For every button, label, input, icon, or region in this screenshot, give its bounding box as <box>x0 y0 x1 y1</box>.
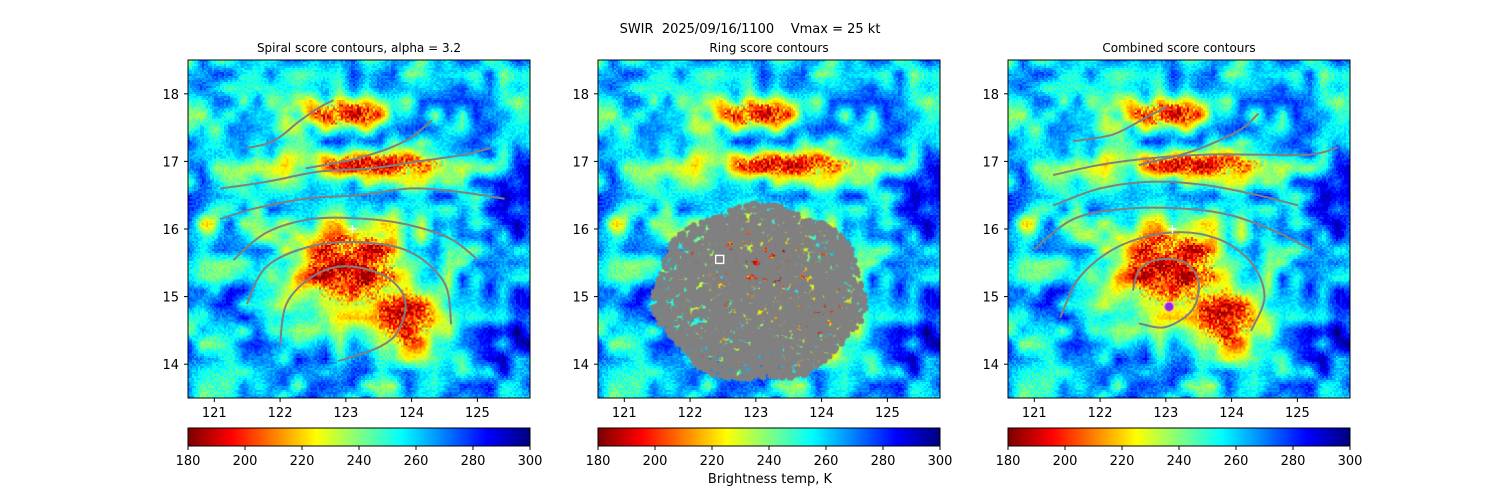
colorbar-2: 180 200 220 240 260 280 300 <box>586 427 953 469</box>
x-tick-label: 125 <box>875 406 900 421</box>
colorbar-1: 180 200 220 240 260 280 300 <box>176 427 543 469</box>
x-tick-label: 125 <box>465 406 490 421</box>
colorbar-gradient <box>188 428 530 446</box>
colorbar-3: 180 200 220 240 260 280 300 <box>996 427 1363 469</box>
colorbar-gradient <box>1008 428 1350 446</box>
y-tick-label: 15 <box>162 291 179 306</box>
colorbar-tick-label: 240 <box>1167 454 1192 469</box>
x-tick-label: 122 <box>1088 406 1113 421</box>
plus-marker <box>348 225 357 233</box>
score-contour <box>1053 180 1299 207</box>
score-contour <box>219 187 505 220</box>
y-tick-label: 18 <box>572 88 589 103</box>
colorbar-tick-label: 300 <box>928 454 953 469</box>
colorbar-tick-label: 300 <box>518 454 543 469</box>
panel-title: Ring score contours <box>709 41 828 55</box>
x-tick-label: 122 <box>678 406 703 421</box>
y-tick-label: 14 <box>572 358 589 373</box>
brightness-temperature-field <box>1008 60 1350 398</box>
score-contour <box>1072 106 1167 143</box>
ring-score-region <box>598 60 940 398</box>
colorbar-tick-label: 280 <box>1281 454 1306 469</box>
y-tick-label: 18 <box>982 88 999 103</box>
colorbar-tick-label: 200 <box>233 454 258 469</box>
colorbar-tick-label: 180 <box>996 454 1021 469</box>
colorbar-tick-label: 260 <box>1224 454 1249 469</box>
colorbar-tick-label: 200 <box>643 454 668 469</box>
panel-title: Spiral score contours, alpha = 3.2 <box>257 41 461 55</box>
colorbar-gradient <box>598 428 940 446</box>
colorbar-tick-label: 220 <box>290 454 315 469</box>
colorbar-tick-label: 280 <box>461 454 486 469</box>
y-tick-label: 18 <box>162 88 179 103</box>
score-contour <box>1059 231 1266 332</box>
colorbar-tick-label: 220 <box>1110 454 1135 469</box>
x-tick-label: 121 <box>1022 406 1047 421</box>
colorbar-tick-label: 180 <box>176 454 201 469</box>
square-marker <box>714 254 725 265</box>
circle-marker <box>1164 301 1175 312</box>
y-tick-label: 16 <box>162 223 179 238</box>
colorbar-tick-label: 220 <box>700 454 725 469</box>
panel-title: Combined score contours <box>1102 41 1255 55</box>
score-contour <box>246 99 334 149</box>
panel-1: Spiral score contours, alpha = 3.2 121 122… <box>162 41 531 421</box>
y-tick-label: 15 <box>572 291 589 306</box>
x-tick-label: 121 <box>202 406 227 421</box>
panel-2: Ring score contours 121 122 123 124 125 14 15 16… <box>572 41 941 421</box>
colorbar-tick-label: 240 <box>757 454 782 469</box>
score-contour <box>1053 146 1338 176</box>
score-contour <box>1132 257 1200 329</box>
x-tick-label: 124 <box>1219 406 1244 421</box>
score-contour <box>246 241 453 325</box>
y-tick-label: 16 <box>982 223 999 238</box>
colorbar-tick-label: 280 <box>871 454 896 469</box>
colorbar-tick-label: 200 <box>1053 454 1078 469</box>
x-tick-label: 123 <box>743 406 768 421</box>
x-tick-label: 124 <box>399 406 424 421</box>
colorbar-tick-label: 240 <box>347 454 372 469</box>
x-tick-label: 122 <box>268 406 293 421</box>
score-contour <box>1138 113 1259 166</box>
y-tick-label: 17 <box>162 155 179 170</box>
panel-3: Combined score contours 121 122 123 124 125 14… <box>982 41 1351 421</box>
y-tick-label: 17 <box>572 155 589 170</box>
colorbar-tick-label: 180 <box>586 454 611 469</box>
colorbar-tick-label: 260 <box>814 454 839 469</box>
y-tick-label: 14 <box>162 358 179 373</box>
y-tick-label: 14 <box>982 358 999 373</box>
score-contour <box>279 265 407 362</box>
score-contour <box>305 119 433 170</box>
colorbar-tick-label: 300 <box>1338 454 1363 469</box>
y-tick-label: 15 <box>982 291 999 306</box>
x-tick-label: 125 <box>1285 406 1310 421</box>
score-contour <box>233 216 479 261</box>
y-tick-label: 16 <box>572 223 589 238</box>
y-tick-label: 17 <box>982 155 999 170</box>
plus-marker <box>1168 225 1177 233</box>
colorbar-label: Brightness temp, K <box>707 472 833 487</box>
x-tick-label: 124 <box>809 406 834 421</box>
score-contour <box>1033 206 1312 251</box>
score-contour <box>219 146 492 190</box>
x-tick-label: 123 <box>333 406 358 421</box>
figure-suptitle: SWIR 2025/09/16/1100 Vmax = 25 kt <box>619 22 881 37</box>
x-tick-label: 121 <box>612 406 637 421</box>
brightness-temperature-field <box>188 60 530 398</box>
colorbar-tick-label: 260 <box>404 454 429 469</box>
x-tick-label: 123 <box>1153 406 1178 421</box>
